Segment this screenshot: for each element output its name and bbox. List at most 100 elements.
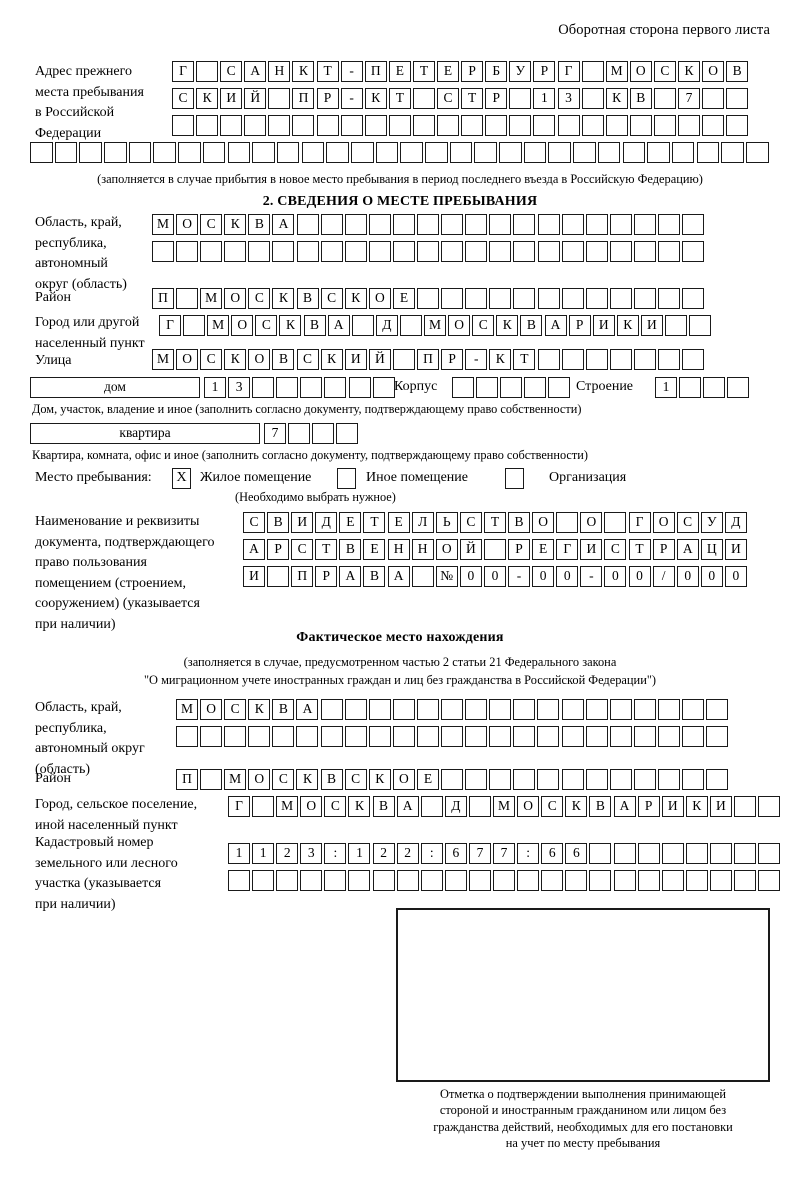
actual-region-r1-cell-3[interactable]: С (224, 699, 247, 720)
document-r2-cell-18[interactable]: Р (652, 539, 675, 560)
korpus-cell-3[interactable] (500, 377, 523, 398)
street-cell-14[interactable]: - (465, 349, 488, 370)
prev-address-r2-cell-3[interactable]: И (220, 88, 243, 109)
actual-region-r1-cell-12[interactable] (441, 699, 464, 720)
city-cell-2[interactable] (183, 315, 206, 336)
actual-region-r1-cell-21[interactable] (657, 699, 680, 720)
cadastral-r1-cell-2[interactable]: 1 (252, 843, 275, 864)
actual-district-cell-12[interactable] (441, 769, 464, 790)
korpus-cell-5[interactable] (548, 377, 571, 398)
document-r3-cell-3[interactable]: П (291, 566, 314, 587)
street-cell-9[interactable]: И (344, 349, 367, 370)
city-cell-19[interactable]: И (592, 315, 615, 336)
cadastral-r1-cell-20[interactable] (685, 843, 708, 864)
region-r1-cell-22[interactable] (657, 214, 680, 235)
prev-address-r3-cell-3[interactable] (220, 115, 243, 136)
region-r2-cell-10[interactable] (368, 241, 391, 262)
region-r1-cell-23[interactable] (682, 214, 705, 235)
actual-city-cell-6[interactable]: К (348, 796, 371, 817)
prev-address-r2-cell-19[interactable]: К (605, 88, 628, 109)
district-cell-14[interactable] (465, 288, 488, 309)
cadastral-r2-cell-7[interactable] (372, 870, 395, 891)
actual-region-r1-cell-13[interactable] (465, 699, 488, 720)
cadastral-r2-cell-18[interactable] (637, 870, 660, 891)
document-r1-cell-13[interactable]: О (532, 512, 555, 533)
document-r3-cell-5[interactable]: А (339, 566, 362, 587)
city-cell-13[interactable]: О (448, 315, 471, 336)
street-cell-4[interactable]: К (224, 349, 247, 370)
city-cell-22[interactable] (664, 315, 687, 336)
flat-cell-4[interactable] (336, 423, 359, 444)
actual-region-r2-cell-3[interactable] (224, 726, 247, 747)
prev-address-r3-cell-11[interactable] (412, 115, 435, 136)
cadastral-r2-cell-8[interactable] (396, 870, 419, 891)
actual-city-cell-15[interactable]: К (565, 796, 588, 817)
street-cell-3[interactable]: С (200, 349, 223, 370)
stroenie-cell-2[interactable] (679, 377, 702, 398)
cadastral-r1-cell-23[interactable] (758, 843, 781, 864)
actual-region-r2-cell-2[interactable] (200, 726, 223, 747)
actual-region-r2-cell-6[interactable] (296, 726, 319, 747)
district-cell-7[interactable]: В (296, 288, 319, 309)
cadastral-r2-cell-3[interactable] (276, 870, 299, 891)
cadastral-r2-cell-14[interactable] (541, 870, 564, 891)
prev-address-r4-cell-24[interactable] (597, 142, 621, 163)
street-cell-22[interactable] (657, 349, 680, 370)
prev-address-r4-cell-15[interactable] (375, 142, 399, 163)
region-r2-cell-7[interactable] (296, 241, 319, 262)
actual-district-cell-20[interactable] (633, 769, 656, 790)
prev-address-r2-cell-6[interactable]: П (292, 88, 315, 109)
district-cell-4[interactable]: О (224, 288, 247, 309)
cadastral-r1-cell-17[interactable] (613, 843, 636, 864)
actual-district-cell-13[interactable] (465, 769, 488, 790)
korpus-cell-2[interactable] (476, 377, 499, 398)
district-cell-20[interactable] (609, 288, 632, 309)
district-cell-11[interactable]: Е (392, 288, 415, 309)
district-cell-5[interactable]: С (248, 288, 271, 309)
document-r1-cell-15[interactable]: О (580, 512, 603, 533)
street-cell-6[interactable]: В (272, 349, 295, 370)
region-r2-cell-9[interactable] (344, 241, 367, 262)
region-r1-cell-17[interactable] (537, 214, 560, 235)
actual-region-r1-cell-6[interactable]: А (296, 699, 319, 720)
street-cell-19[interactable] (585, 349, 608, 370)
prev-address-r3-cell-17[interactable] (557, 115, 580, 136)
prev-address-r2-cell-14[interactable]: Р (485, 88, 508, 109)
document-r3-cell-15[interactable]: - (580, 566, 603, 587)
district-cell-18[interactable] (561, 288, 584, 309)
region-r2-cell-4[interactable] (224, 241, 247, 262)
document-r1-cell-3[interactable]: И (291, 512, 314, 533)
document-r2-cell-2[interactable]: Р (267, 539, 290, 560)
prev-address-r1-cell-19[interactable]: М (605, 61, 628, 82)
actual-region-r1-cell-5[interactable]: В (272, 699, 295, 720)
stroenie-cells[interactable]: 1 (655, 377, 750, 398)
street-cell-11[interactable] (392, 349, 415, 370)
region-r1-cell-8[interactable] (320, 214, 343, 235)
house-cell-5[interactable] (300, 377, 323, 398)
district-cell-1[interactable]: П (152, 288, 174, 309)
korpus-cells[interactable] (452, 377, 571, 398)
prev-address-r2-cell-2[interactable]: К (196, 88, 219, 109)
prev-address-r4-cell-12[interactable] (301, 142, 325, 163)
region-r2-cell-11[interactable] (392, 241, 415, 262)
actual-city-cell-9[interactable] (420, 796, 443, 817)
prev-address-r4-cell-25[interactable] (622, 142, 646, 163)
region-r1-cell-21[interactable] (633, 214, 656, 235)
cadastral-r1-cell-6[interactable]: 1 (348, 843, 371, 864)
city-cell-5[interactable]: С (255, 315, 278, 336)
actual-region-r2-cell-12[interactable] (441, 726, 464, 747)
region-r1-cell-4[interactable]: К (224, 214, 247, 235)
actual-city-cell-22[interactable] (733, 796, 756, 817)
actual-city-cell-17[interactable]: А (613, 796, 636, 817)
prev-address-r4-cell-4[interactable] (104, 142, 127, 163)
actual-district-cell-3[interactable]: М (224, 769, 247, 790)
prev-address-r4-cell-1[interactable] (30, 142, 53, 163)
actual-region-r1-cell-9[interactable] (368, 699, 391, 720)
actual-region-r2-cell-18[interactable] (585, 726, 608, 747)
document-r3-cell-17[interactable]: 0 (628, 566, 651, 587)
cadastral-r1-cell-1[interactable]: 1 (228, 843, 250, 864)
checkbox-organization[interactable] (505, 468, 524, 489)
city-cell-15[interactable]: К (496, 315, 519, 336)
